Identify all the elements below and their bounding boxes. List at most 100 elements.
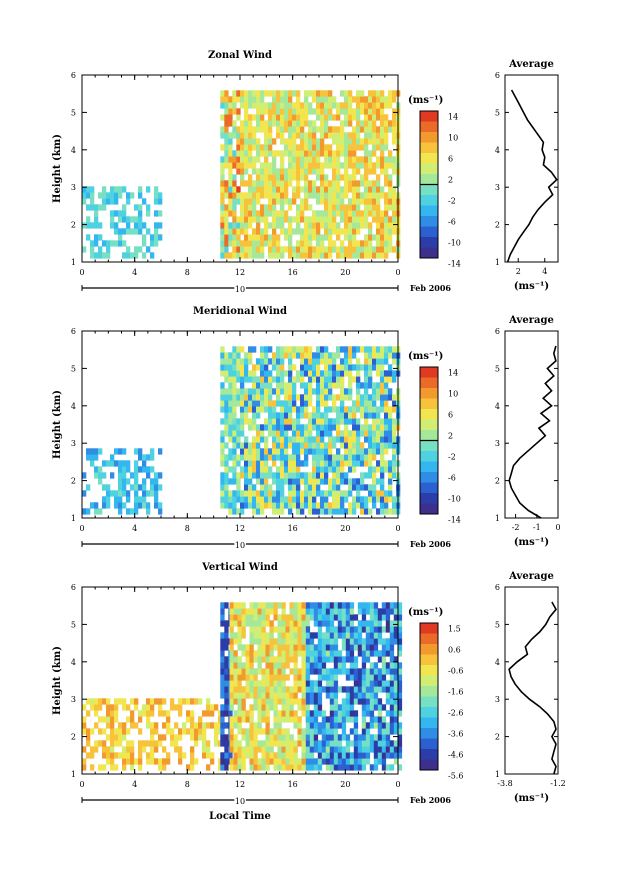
heat-cell xyxy=(110,704,115,711)
heat-cell xyxy=(296,240,301,247)
heat-cell xyxy=(130,252,135,259)
heat-cell xyxy=(122,484,127,491)
heat-cell xyxy=(316,246,321,253)
heat-cell xyxy=(241,752,246,759)
heat-cell xyxy=(284,406,289,413)
heat-cell xyxy=(296,430,301,437)
heat-cell xyxy=(293,752,298,759)
heat-cell xyxy=(86,222,91,229)
heat-cell xyxy=(313,710,319,717)
colorbar-label: 2 xyxy=(448,431,453,440)
heat-cell xyxy=(308,180,313,187)
heat-cell xyxy=(384,96,389,103)
heat-cell xyxy=(368,150,373,157)
heat-cell xyxy=(329,674,335,681)
heat-cell xyxy=(260,436,265,443)
heat-cell xyxy=(384,168,389,175)
heat-cell xyxy=(380,424,385,431)
heat-cell xyxy=(384,180,389,187)
heat-cell xyxy=(304,412,309,419)
heat-cell xyxy=(360,162,365,169)
heat-cell xyxy=(372,216,377,223)
heat-cell xyxy=(244,132,249,139)
heat-cell xyxy=(340,454,345,461)
heat-cell xyxy=(360,346,365,353)
heat-cell xyxy=(340,346,345,353)
heat-cell xyxy=(316,436,321,443)
heat-cell xyxy=(264,102,269,109)
heat-cell xyxy=(276,424,281,431)
heat-cell xyxy=(268,168,273,175)
heat-cell xyxy=(134,704,139,711)
heat-cell xyxy=(296,186,301,193)
heat-cell xyxy=(261,752,266,759)
heat-cell xyxy=(289,698,294,705)
heat-cell xyxy=(301,734,306,741)
heat-cell xyxy=(272,252,277,259)
heat-cell xyxy=(233,722,238,729)
heat-cell xyxy=(372,162,377,169)
heat-cell xyxy=(142,478,147,485)
heat-cell xyxy=(284,424,289,431)
heat-cell xyxy=(284,454,289,461)
heat-cell xyxy=(280,192,285,199)
heat-cell xyxy=(376,156,381,163)
heat-cell xyxy=(224,138,229,145)
heat-cell xyxy=(377,734,383,741)
heat-cell xyxy=(340,144,345,151)
heat-cell xyxy=(365,650,371,657)
heat-cell xyxy=(381,608,387,615)
heat-cell xyxy=(392,454,397,461)
heat-cell xyxy=(344,454,349,461)
heat-cell xyxy=(236,394,241,401)
heat-cell xyxy=(264,496,269,503)
heat-cell xyxy=(260,192,265,199)
heat-cell xyxy=(240,210,245,217)
x-tick-label: 0 xyxy=(79,780,84,789)
heat-cell xyxy=(276,478,281,485)
heat-cell xyxy=(336,198,341,205)
heat-cell xyxy=(150,752,155,759)
heat-cell xyxy=(288,490,293,497)
heat-cell xyxy=(280,358,285,365)
heat-cell xyxy=(300,442,305,449)
heat-cell xyxy=(240,466,245,473)
heat-cell xyxy=(178,704,183,711)
heat-cell xyxy=(220,716,225,723)
heat-cell xyxy=(106,240,111,247)
heat-cell xyxy=(361,764,367,771)
heat-cell xyxy=(381,668,387,675)
heat-cell xyxy=(340,126,345,133)
y-tick-label: 1 xyxy=(71,258,76,267)
heat-cell xyxy=(224,186,229,193)
heat-cell xyxy=(392,436,397,443)
heat-cell xyxy=(348,346,353,353)
heat-cell xyxy=(82,746,87,753)
heat-cell xyxy=(241,674,246,681)
heat-cell xyxy=(285,704,290,711)
heat-cell xyxy=(345,650,351,657)
heat-cell xyxy=(252,448,257,455)
heat-cell xyxy=(240,382,245,389)
heat-cell xyxy=(86,186,91,193)
heat-cell xyxy=(297,698,302,705)
heat-cell xyxy=(321,740,327,747)
heat-cell xyxy=(253,632,258,639)
heat-cell xyxy=(114,716,119,723)
heat-cell xyxy=(261,698,266,705)
heat-cell xyxy=(237,638,242,645)
heat-cell xyxy=(368,186,373,193)
heat-cell xyxy=(340,162,345,169)
heat-cell xyxy=(332,192,337,199)
heat-cell xyxy=(304,204,309,211)
heat-cell xyxy=(337,734,343,741)
heat-cell xyxy=(264,222,269,229)
heat-cell xyxy=(324,460,329,467)
heat-cell xyxy=(280,114,285,121)
heat-cell xyxy=(162,746,167,753)
heat-cell xyxy=(106,502,111,509)
heat-cell xyxy=(241,728,246,735)
heat-cell xyxy=(244,352,249,359)
heat-cell xyxy=(268,484,273,491)
colorbar-label: -0.6 xyxy=(448,666,463,675)
